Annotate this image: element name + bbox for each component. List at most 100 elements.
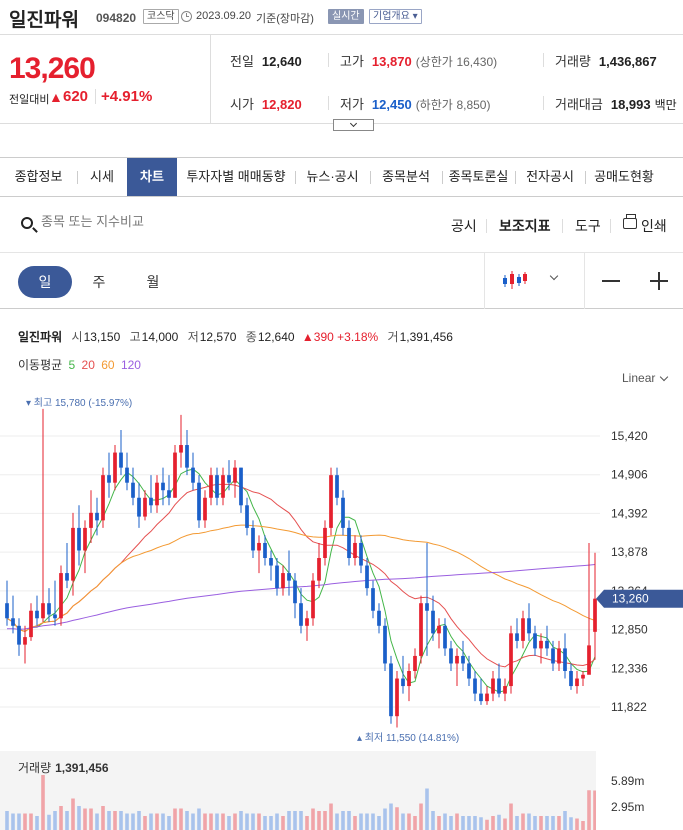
volume-tick: 2.95m [611,800,645,814]
volume-bar [461,816,465,830]
volume-bar [215,813,219,830]
volume-bar [77,806,81,830]
candle-body [491,678,495,694]
volume-bar [509,803,513,830]
print-button[interactable]: 인쇄 [641,218,667,234]
tab-0[interactable]: 종합정보 [14,169,63,184]
y-tick-label: 15,420 [611,429,648,443]
candle-body [533,633,537,649]
tools-button[interactable]: 도구 [575,218,601,234]
max-annotation: ▾ 최고 15,780 (-15.97%) [26,397,132,409]
quote-date: 2023.09.20 [196,10,252,22]
candle-body [407,670,411,687]
clock-icon [181,11,192,22]
volume-bar [275,813,279,830]
candle-body [185,445,189,468]
y-tick-label: 12,336 [611,661,648,675]
volume-bar [359,813,363,830]
zoom-out-button[interactable] [602,280,620,282]
volume-bar [515,816,519,830]
candlestick-icon[interactable] [502,269,528,291]
chart-toolbar: 공시 보조지표 도구 인쇄 [0,197,683,253]
candle-body [587,645,591,675]
volume-bar [299,811,303,830]
min-annotation: ▴ 최저 11,550 (14.81%) [357,732,459,744]
candle-body [455,655,459,664]
candle-body [365,565,369,589]
ma-60-line [6,524,596,633]
candle-body [59,573,63,619]
current-price: 13,260 [9,52,96,85]
volume-bar [485,819,489,830]
candlestick-chart[interactable]: 15,42014,90614,39213,87813,36412,85012,3… [0,395,683,751]
company-overview-button[interactable]: 기업개요 ▾ [369,9,422,24]
volume-bar [143,816,147,830]
period-daily[interactable]: 일 [18,266,72,298]
scale-selector[interactable]: Linear [622,371,656,385]
volume-bar [419,803,423,830]
candle-body [263,542,267,559]
zoom-in-button-vertical[interactable] [658,272,660,290]
y-tick-label: 11,822 [611,700,647,714]
up-arrow-icon: ▲ [49,89,63,105]
candle-body [443,625,447,649]
period-monthly[interactable]: 월 [146,274,160,290]
volume-bar [293,811,297,830]
candle-body [431,610,435,634]
realtime-button[interactable]: 실시간 [328,9,364,24]
disclosure-button[interactable]: 공시 [451,218,477,234]
quote-date-suffix: 기준(장마감) [256,13,314,25]
compare-search-input[interactable] [41,214,341,229]
volume-bar [311,808,315,830]
volume-bar [227,816,231,830]
search-icon[interactable] [21,217,33,229]
volume-bar [65,811,69,830]
candle-body [479,693,483,702]
print-icon[interactable] [623,214,637,229]
last-price-label: 13,260 [612,592,649,606]
candle-body [503,686,507,694]
candle-body [467,663,471,679]
volume-bar [125,813,129,830]
candle-body [203,497,207,521]
tab-7[interactable]: 전자공시 [526,169,574,184]
candle-body [275,565,279,589]
candle-body [557,648,561,664]
open-price: 시가 12,820 [230,97,302,112]
divider [486,219,487,233]
volume-bar [503,818,507,830]
volume-bar [5,811,9,830]
tab-5[interactable]: 종목분석 [382,169,430,184]
candle-body [41,603,45,619]
volume-bar [521,813,525,830]
candle-body [167,490,171,498]
divider [328,53,329,67]
tab-1[interactable]: 시세 [90,169,114,184]
tab-3[interactable]: 투자자별 매매동향 [186,169,286,184]
volume-bar [131,813,135,830]
candle-body [11,618,15,626]
candle-body [77,527,81,551]
market-badge: 코스닥 [143,9,179,24]
candle-body [305,618,309,626]
chevron-down-icon[interactable] [549,271,559,281]
volume-bar [557,816,561,830]
candle-body [359,542,363,566]
volume-bar [587,790,591,830]
candle-body [353,542,357,559]
tab-4[interactable]: 뉴스·공시 [306,169,359,184]
candle-body [509,633,513,687]
tab-6[interactable]: 종목토론실 [448,169,509,184]
indicators-button[interactable]: 보조지표 [499,218,551,234]
volume-bar [329,803,333,830]
expand-quote-button[interactable] [333,119,374,131]
candle-body [23,637,27,645]
candle-body [107,475,111,483]
tab-8[interactable]: 공매도현황 [594,169,654,184]
volume-bar [377,816,381,830]
period-weekly[interactable]: 주 [92,274,106,290]
volume-bar [575,818,579,830]
volume-bar [179,808,183,830]
tab-2[interactable]: 차트 [127,158,177,196]
candle-body [5,603,9,619]
